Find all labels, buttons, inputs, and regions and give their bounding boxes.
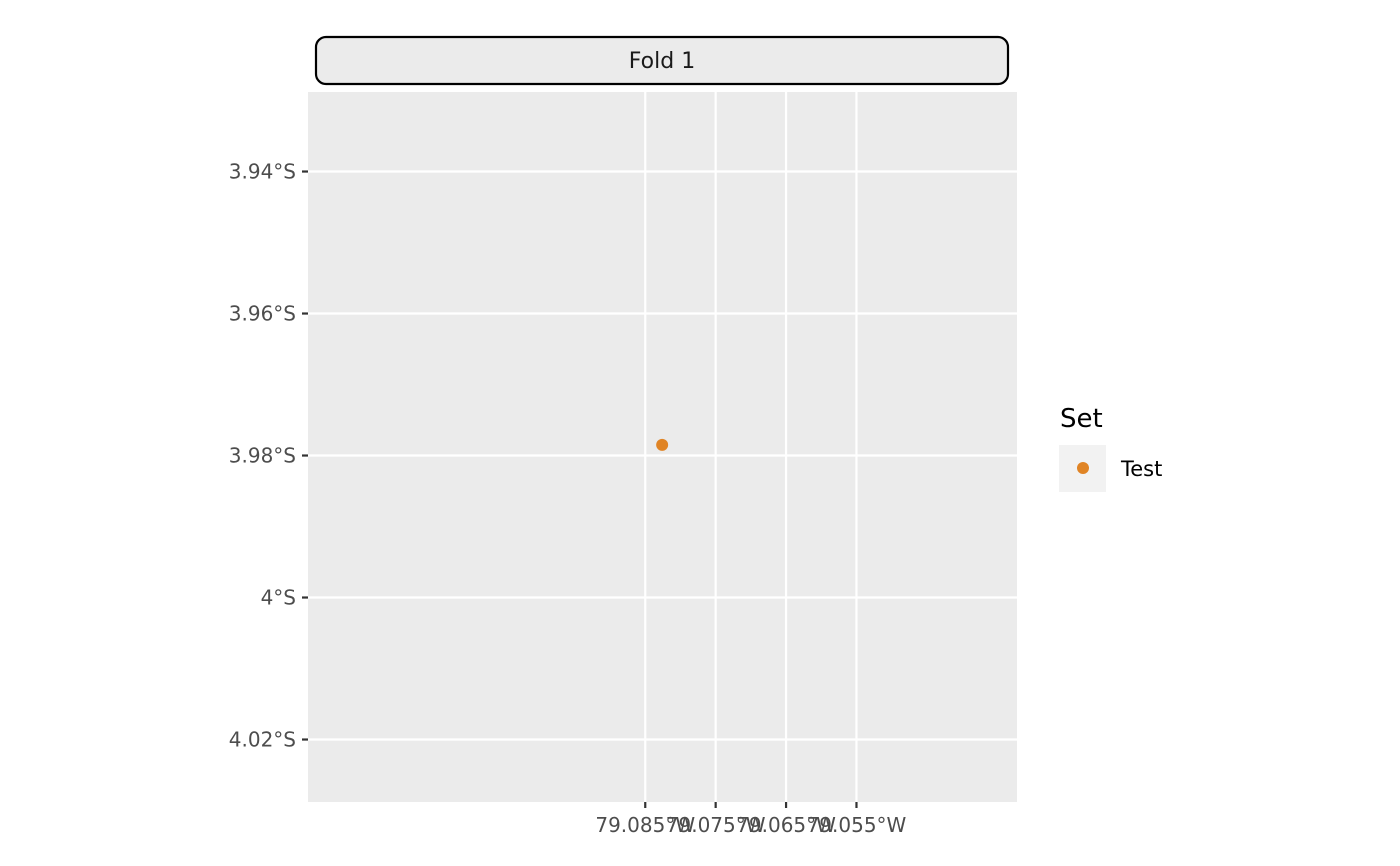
legend-title: Set bbox=[1060, 404, 1103, 434]
facet-strip bbox=[314, 35, 1010, 86]
x-tick-label-1: 79.075°W bbox=[666, 813, 766, 837]
x-tick-label-2: 79.065°W bbox=[736, 813, 836, 837]
legend: Set Test bbox=[1059, 404, 1162, 492]
gridlines bbox=[308, 92, 1017, 802]
y-tick-label-3: 4°S bbox=[261, 586, 296, 610]
y-tick-label-0: 3.94°S bbox=[229, 160, 296, 184]
data-points bbox=[656, 438, 669, 451]
y-tick-label-2: 3.98°S bbox=[229, 444, 296, 468]
x-tick-label-0: 79.085°W bbox=[595, 813, 695, 837]
axes: 3.94°S 3.96°S 3.98°S 4°S 4.02°S 79.085°W79.07… bbox=[229, 160, 907, 837]
y-tick-label-1: 3.96°S bbox=[229, 302, 296, 326]
legend-key-test bbox=[1077, 462, 1089, 474]
data-point-test-0 bbox=[656, 438, 669, 451]
y-tick-label-4: 4.02°S bbox=[229, 728, 296, 752]
x-tick-label-3: 79.055°W bbox=[807, 813, 907, 837]
legend-label-test: Test bbox=[1120, 457, 1162, 481]
facet-strip-label: Fold 1 bbox=[629, 49, 695, 74]
